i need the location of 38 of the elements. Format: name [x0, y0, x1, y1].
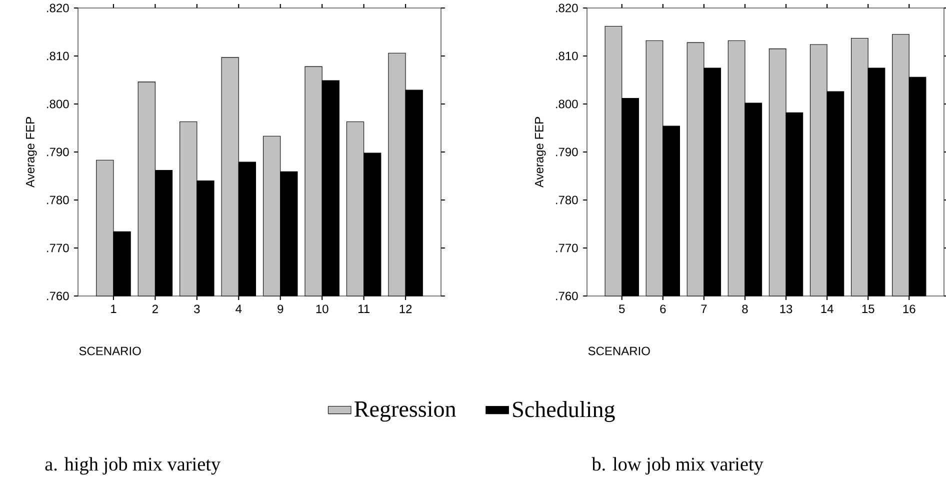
x-tick-label: 1 [111, 304, 116, 313]
x-tick-label: 7 [701, 304, 707, 313]
text: b. low job mix variety [592, 457, 764, 475]
y-axis-title: Average FEP [535, 117, 546, 188]
y-axis-title: Average FEP [26, 117, 37, 188]
x-tick-label: 8 [742, 304, 748, 314]
x-tick-label: 11 [358, 304, 370, 313]
y-tick-label: .810 [47, 52, 69, 60]
y-tick-label: .800 [47, 100, 69, 108]
x-tick-label: 6 [660, 304, 666, 314]
y-tick-label: .770 [556, 244, 578, 252]
x-tick-label: 14 [821, 304, 834, 313]
y-tick-label: .760 [556, 292, 578, 300]
y-tick-label: .780 [556, 196, 578, 204]
x-tick-label: 2 [152, 304, 158, 314]
y-tick-label: .780 [47, 196, 69, 204]
y-tick-label: .790 [47, 148, 69, 156]
x-tick-label: 10 [316, 304, 328, 314]
x-axis-title: SCENARIO [79, 346, 141, 356]
x-axis-title: SCENARIO [588, 346, 650, 356]
y-tick-label: .770 [47, 244, 69, 252]
x-tick-label: 5 [619, 304, 625, 314]
text: a. high job mix variety [45, 457, 221, 475]
y-tick-label: .760 [47, 292, 69, 300]
y-tick-label: .820 [556, 4, 578, 12]
x-tick-label: 3 [194, 304, 200, 314]
x-tick-label: 4 [236, 304, 242, 313]
y-tick-label: .800 [556, 100, 578, 108]
y-tick-label: .790 [556, 148, 578, 156]
x-tick-label: 16 [903, 304, 916, 314]
legend-label: Scheduling [513, 401, 615, 422]
legend-label: Regression [354, 401, 456, 422]
x-tick-label: 13 [780, 304, 792, 314]
x-tick-label: 15 [862, 304, 874, 314]
x-tick-label: 9 [278, 304, 284, 314]
x-tick-label: 12 [400, 304, 412, 314]
y-tick-label: .810 [556, 52, 578, 60]
y-tick-label: .820 [47, 4, 69, 12]
